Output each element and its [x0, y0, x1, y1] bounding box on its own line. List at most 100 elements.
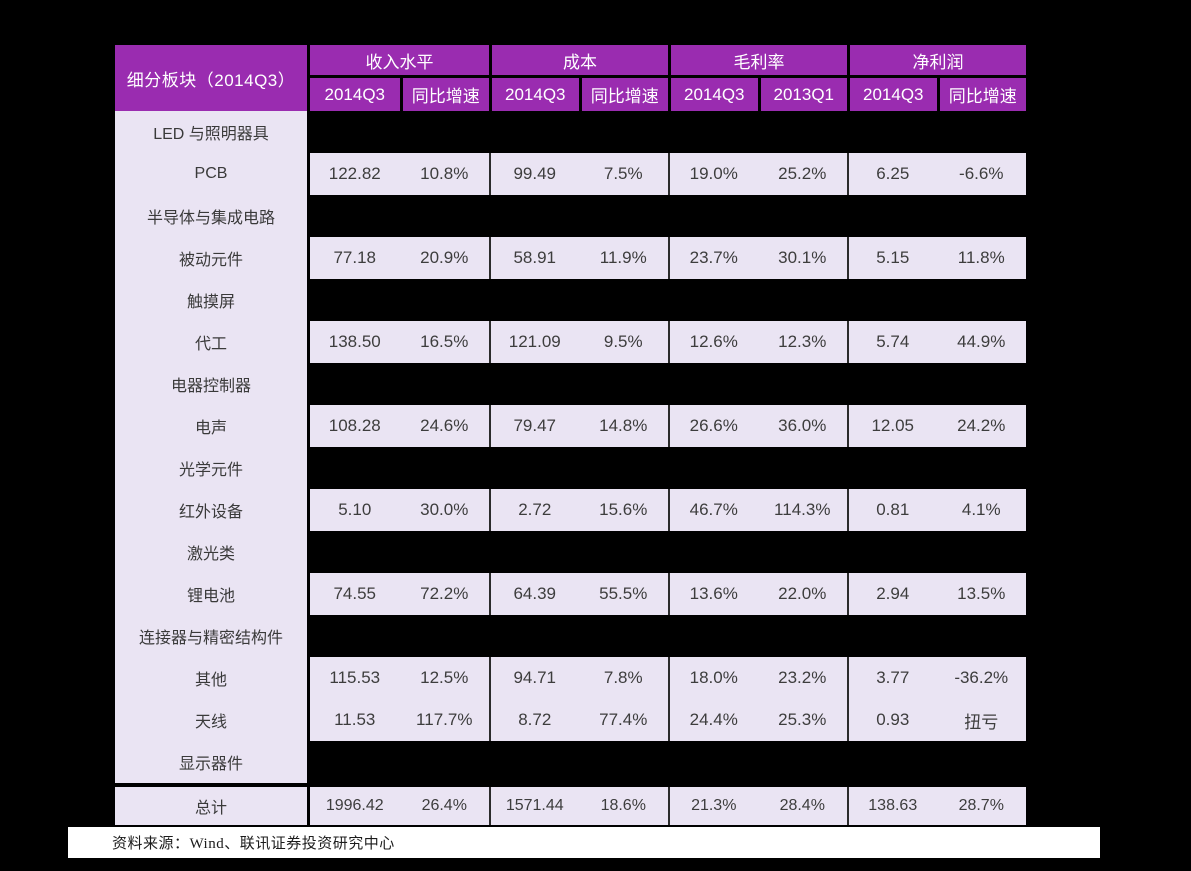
- data-cell: 11.53: [334, 710, 376, 729]
- data-cell: 58.91: [489, 237, 579, 279]
- data-cell: 46.7%: [668, 489, 758, 531]
- column-header: 2014Q3: [310, 78, 400, 111]
- data-cell: 0.81: [847, 489, 937, 531]
- row-label: 半导体与集成电路: [115, 195, 310, 237]
- data-cell: 122.82: [328, 164, 381, 183]
- column-header: 2014Q3: [489, 78, 579, 111]
- data-cell: 79.47: [489, 405, 579, 447]
- data-cell: 5.15: [847, 237, 937, 279]
- table-row: PCB 122.82 10.8% 99.49 7.5% 19.0% 25.2% 6.25 -6.…: [115, 153, 1026, 195]
- data-cell: 2.94: [847, 573, 937, 615]
- table-row: 电声 108.28 24.6% 79.47 14.8% 26.6% 36.0% 12.05 24…: [115, 405, 1026, 447]
- column-header: 2013Q1: [757, 78, 847, 111]
- row-label: 触摸屏: [115, 279, 310, 321]
- data-cell: 18.6%: [600, 797, 646, 814]
- data-cell: 26.6%: [668, 405, 758, 447]
- data-cell: 13.6%: [668, 573, 758, 615]
- segment-data-table: 细分板块（2014Q3） 收入水平 2014Q3 同比增速 成本 2014Q3 同比增速毛…: [115, 45, 1026, 825]
- row-data: 122.82 10.8% 99.49 7.5% 19.0% 25.2% 6.25 -6.6%: [310, 153, 1026, 195]
- row-data: 74.55 72.2% 64.39 55.5% 13.6% 22.0% 2.94 13.5%: [310, 573, 1026, 615]
- group-header: 收入水平: [310, 45, 489, 78]
- row-data: 1996.42 26.4% 1571.44 18.6% 21.3% 28.4% 138.63…: [310, 787, 1026, 825]
- row-label: 代工: [115, 321, 310, 363]
- data-cell: 77.18: [333, 248, 377, 267]
- data-cell: 30.1%: [778, 248, 827, 267]
- data-cell: 99.49: [489, 153, 579, 195]
- table-row: 其他 115.53 12.5% 94.71 7.8% 18.0% 23.2% 3.77 -36.…: [115, 657, 1026, 699]
- data-cell: 25.2%: [778, 164, 827, 183]
- row-label: 被动元件: [115, 237, 310, 279]
- row-label: 天线: [115, 699, 310, 741]
- data-cell: 138.63: [847, 787, 937, 825]
- row-label: LED 与照明器具: [115, 111, 310, 153]
- data-cell: 94.71: [489, 657, 579, 699]
- data-cell: 114.3%: [774, 500, 831, 519]
- data-cell: 19.0%: [668, 153, 758, 195]
- data-cell: 5.10: [338, 500, 372, 519]
- data-cell: 36.0%: [778, 416, 827, 435]
- group-header: 净利润: [847, 45, 1026, 78]
- row-label: 锂电池: [115, 573, 310, 615]
- row-data: 108.28 24.6% 79.47 14.8% 26.6% 36.0% 12.05 24.2…: [310, 405, 1026, 447]
- row-data: 5.10 30.0% 2.72 15.6% 46.7% 114.3% 0.81 4.1%: [310, 489, 1026, 531]
- data-cell: 7.5%: [603, 164, 643, 183]
- data-cell: 77.4%: [599, 710, 648, 729]
- data-cell: 0.93: [847, 699, 937, 741]
- group-header: 毛利率: [668, 45, 847, 78]
- data-cell: 72.2%: [420, 584, 469, 603]
- source-footer: 资料来源：Wind、联讯证券投资研究中心: [68, 827, 1100, 858]
- data-cell: 12.6%: [668, 321, 758, 363]
- data-cell: 24.2%: [957, 416, 1006, 435]
- column-header: 同比增速: [936, 78, 1026, 111]
- table-row: 代工 138.50 16.5% 121.09 9.5% 12.6% 12.3% 5.74 44.…: [115, 321, 1026, 363]
- column-header: 2014Q3: [668, 78, 758, 111]
- data-cell: 24.6%: [420, 416, 469, 435]
- table-row: LED 与照明器具: [115, 111, 1026, 153]
- column-header: 同比增速: [399, 78, 489, 111]
- data-cell: 11.9%: [599, 248, 647, 267]
- row-label: 激光类: [115, 531, 310, 573]
- data-cell: 12.05: [847, 405, 937, 447]
- data-cell: 20.9%: [420, 248, 469, 267]
- data-cell: -6.6%: [959, 164, 1004, 183]
- row-label: 显示器件: [115, 741, 310, 783]
- table-row: 激光类: [115, 531, 1026, 573]
- row-data-empty: [310, 531, 1026, 573]
- data-cell: 12.3%: [778, 332, 827, 351]
- table-body: LED 与照明器具 PCB 122.82 10.8% 99.49 7.5% 19.0% 25.…: [115, 111, 1026, 825]
- row-label: PCB: [115, 153, 310, 195]
- data-cell: 55.5%: [599, 584, 648, 603]
- data-cell: 14.8%: [599, 416, 648, 435]
- row-label: 光学元件: [115, 447, 310, 489]
- column-header: 2014Q3: [847, 78, 937, 111]
- table-row: 锂电池 74.55 72.2% 64.39 55.5% 13.6% 22.0% 2.94 13.…: [115, 573, 1026, 615]
- column-header: 同比增速: [578, 78, 668, 111]
- data-cell: 16.5%: [420, 332, 469, 351]
- data-cell: 1996.42: [325, 797, 384, 814]
- data-cell: 10.8%: [420, 164, 469, 183]
- table-header: 细分板块（2014Q3） 收入水平 2014Q3 同比增速 成本 2014Q3 同比增速毛…: [115, 45, 1026, 111]
- data-cell: 5.74: [847, 321, 937, 363]
- data-cell: 15.6%: [599, 500, 648, 519]
- corner-header: 细分板块（2014Q3）: [115, 45, 310, 111]
- source-text: 资料来源：Wind、联讯证券投资研究中心: [112, 836, 395, 852]
- data-cell: 108.28: [328, 416, 381, 435]
- row-data: 115.53 12.5% 94.71 7.8% 18.0% 23.2% 3.77 -36.2%: [310, 657, 1026, 699]
- table-row: 电器控制器: [115, 363, 1026, 405]
- data-cell: 21.3%: [668, 787, 758, 825]
- row-data-empty: [310, 195, 1026, 237]
- table-row: 光学元件: [115, 447, 1026, 489]
- table-row: 连接器与精密结构件: [115, 615, 1026, 657]
- row-data: 138.50 16.5% 121.09 9.5% 12.6% 12.3% 5.74 44.9%: [310, 321, 1026, 363]
- data-cell: 2.72: [489, 489, 579, 531]
- row-label: 连接器与精密结构件: [115, 615, 310, 657]
- data-cell: 23.2%: [778, 668, 827, 687]
- table-row: 触摸屏: [115, 279, 1026, 321]
- data-cell: 115.53: [329, 668, 381, 687]
- data-cell: 138.50: [328, 332, 381, 351]
- data-cell: 6.25: [847, 153, 937, 195]
- data-cell: 117.7%: [416, 710, 473, 729]
- table-row: 显示器件: [115, 741, 1026, 783]
- data-cell: 64.39: [489, 573, 579, 615]
